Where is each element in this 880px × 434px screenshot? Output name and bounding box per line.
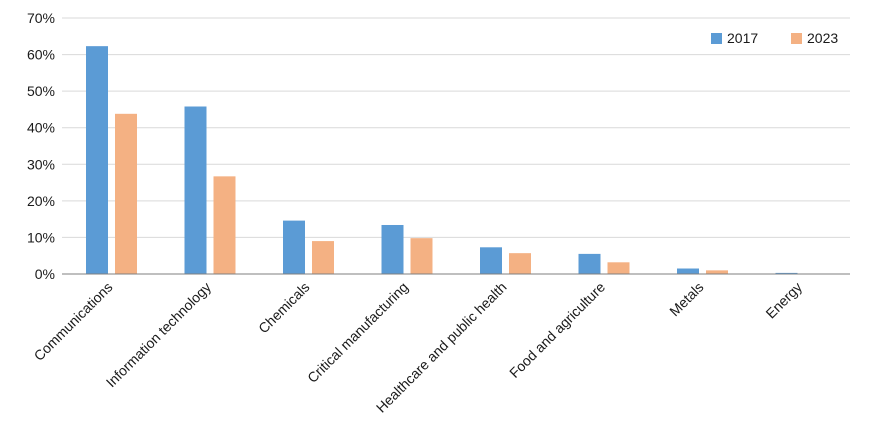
y-tick-label: 50% bbox=[27, 83, 55, 99]
bar-2023 bbox=[312, 241, 334, 274]
bar-2017 bbox=[184, 106, 207, 274]
bar-2017 bbox=[677, 268, 699, 274]
legend-swatch-2023 bbox=[791, 33, 802, 44]
bar-2017 bbox=[283, 220, 305, 274]
gridlines bbox=[62, 17, 850, 238]
x-category-label: Critical manufacturing bbox=[304, 279, 411, 386]
x-category-label: Metals bbox=[666, 279, 706, 319]
y-tick-label: 30% bbox=[27, 156, 55, 172]
y-tick-label: 40% bbox=[27, 120, 55, 136]
y-axis-ticks: 0% 10% 20% 30% 40% 50% 60% 70% bbox=[27, 10, 55, 282]
bar-2023 bbox=[115, 113, 137, 275]
bar-2023 bbox=[509, 253, 531, 274]
bar-2017 bbox=[480, 247, 502, 274]
x-category-label: Energy bbox=[762, 279, 805, 322]
y-tick-label: 60% bbox=[27, 47, 55, 63]
y-tick-label: 0% bbox=[35, 266, 55, 282]
legend-label-2017: 2017 bbox=[727, 30, 758, 46]
bars bbox=[86, 46, 798, 275]
y-tick-label: 70% bbox=[27, 10, 55, 26]
bar-2023 bbox=[410, 238, 433, 274]
legend: 2017 2023 bbox=[711, 30, 838, 46]
x-category-label: Communications bbox=[31, 279, 116, 364]
bar-2023 bbox=[213, 176, 236, 274]
x-category-label: Chemicals bbox=[255, 279, 313, 337]
bar-2023 bbox=[607, 262, 630, 274]
bar-2017 bbox=[775, 272, 798, 274]
x-category-label: Food and agriculture bbox=[506, 279, 608, 381]
bar-2017 bbox=[381, 224, 404, 274]
y-tick-label: 10% bbox=[27, 229, 55, 245]
x-category-label: Information technology bbox=[103, 279, 214, 390]
bar-2017 bbox=[578, 253, 601, 274]
y-tick-label: 20% bbox=[27, 193, 55, 209]
legend-label-2023: 2023 bbox=[807, 30, 838, 46]
bar-2023 bbox=[706, 270, 728, 274]
legend-swatch-2017 bbox=[711, 33, 722, 44]
bar-2017 bbox=[86, 46, 108, 274]
